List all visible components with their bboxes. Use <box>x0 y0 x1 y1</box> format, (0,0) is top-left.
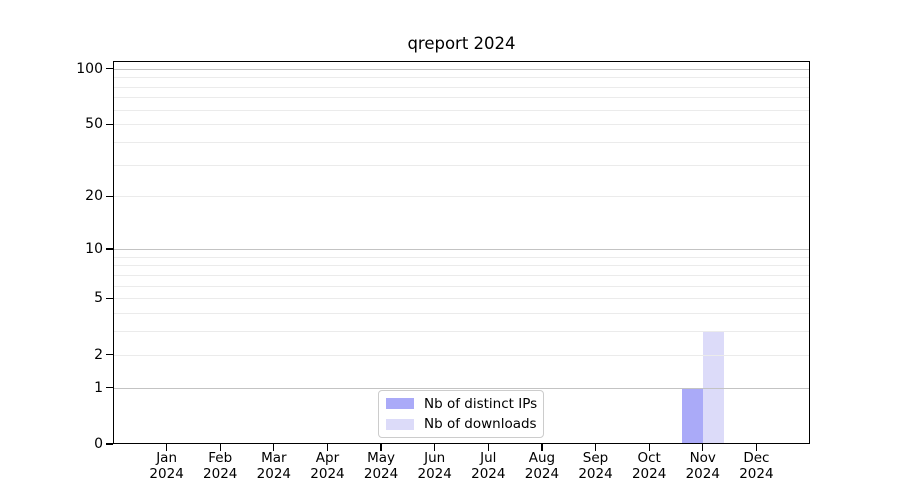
month-label: Feb <box>208 450 233 466</box>
x-tick-label-feb: Feb 2024 <box>190 450 250 482</box>
legend-entry-downloads: Nb of downloads <box>386 416 543 432</box>
year-label: 2024 <box>471 465 506 482</box>
y-tick-label-2: 2 <box>94 346 103 363</box>
x-tick-label-may: May 2024 <box>351 450 411 482</box>
month-label: Jun <box>424 450 446 466</box>
month-label: Aug <box>528 450 556 466</box>
gridline-minor-9 <box>114 256 809 258</box>
year-label: 2024 <box>578 465 613 482</box>
x-tick-label-oct: Oct 2024 <box>619 450 679 482</box>
x-tick-jun <box>434 444 436 451</box>
year-label: 2024 <box>524 465 560 482</box>
y-tick-label-100: 100 <box>76 60 103 77</box>
x-tick-sep <box>594 444 597 451</box>
gridline-minor-4 <box>114 313 809 315</box>
x-tick-oct <box>648 444 650 451</box>
gridline-minor-80 <box>114 86 809 88</box>
x-tick-feb <box>219 444 221 451</box>
y-tick-0 <box>106 443 113 445</box>
y-tick-20 <box>106 195 113 197</box>
year-label: 2024 <box>310 465 345 482</box>
gridline-minor-6 <box>114 285 809 287</box>
y-tick-100 <box>106 68 113 70</box>
x-tick-label-dec: Dec 2024 <box>726 450 786 482</box>
gridline-minor-90 <box>114 77 809 79</box>
y-tick-label-20: 20 <box>85 188 103 205</box>
bar-nov-distinct-ips <box>681 387 703 443</box>
x-tick-jan <box>166 444 168 451</box>
gridline-minor-20 <box>114 196 809 198</box>
x-tick-label-apr: Apr 2024 <box>297 450 357 482</box>
month-label: Jan <box>156 450 178 466</box>
x-tick-label-mar: Mar 2024 <box>244 450 304 482</box>
x-tick-label-sep: Sep 2024 <box>566 450 626 482</box>
x-tick-label-jul: Jul 2024 <box>458 450 518 482</box>
y-tick-label-5: 5 <box>94 290 103 307</box>
legend-entry-distinct-ips: Nb of distinct IPs <box>386 396 543 412</box>
month-label: Sep <box>582 450 609 466</box>
year-label: 2024 <box>739 465 774 482</box>
year-label: 2024 <box>685 465 720 482</box>
y-tick-label-50: 50 <box>85 116 103 133</box>
y-tick-1 <box>106 387 113 389</box>
y-tick-label-10: 10 <box>85 240 103 257</box>
x-tick-label-nov: Nov 2024 <box>673 450 733 482</box>
x-tick-may <box>380 444 382 451</box>
legend-swatch-downloads <box>386 418 414 430</box>
x-tick-label-jan: Jan 2024 <box>137 450 197 482</box>
month-label: Mar <box>261 450 287 466</box>
x-tick-aug <box>541 444 543 451</box>
x-tick-mar <box>273 444 275 451</box>
month-label: Jul <box>480 450 497 466</box>
month-label: Oct <box>637 450 661 466</box>
year-label: 2024 <box>363 465 399 482</box>
y-tick-2 <box>106 354 113 356</box>
gridline-minor-8 <box>114 265 809 267</box>
gridline-minor-7 <box>114 274 809 276</box>
month-label: Nov <box>689 450 716 466</box>
year-label: 2024 <box>256 465 292 482</box>
year-label: 2024 <box>203 465 238 482</box>
gridline-minor-70 <box>114 97 809 99</box>
gridline-major-10 <box>114 248 809 250</box>
gridline-minor-5 <box>114 298 809 300</box>
y-tick-10 <box>106 248 113 250</box>
x-tick-apr <box>326 444 329 451</box>
y-tick-5 <box>106 297 113 299</box>
x-tick-label-aug: Aug 2024 <box>512 450 572 482</box>
y-tick-50 <box>106 123 113 125</box>
legend-label-downloads: Nb of downloads <box>424 416 537 433</box>
gridline-major-1 <box>114 387 809 389</box>
year-label: 2024 <box>417 465 452 482</box>
bar-nov-downloads <box>702 331 724 443</box>
month-label: Apr <box>315 450 340 466</box>
legend-label-distinct-ips: Nb of distinct IPs <box>424 395 538 412</box>
x-tick-label-jun: Jun 2024 <box>405 450 465 482</box>
gridline-minor-40 <box>114 141 809 143</box>
x-tick-dec <box>755 444 757 451</box>
gridline-minor-30 <box>114 164 809 166</box>
x-tick-jul <box>487 444 489 451</box>
year-label: 2024 <box>149 465 184 482</box>
gridline-minor-2 <box>114 354 809 356</box>
year-label: 2024 <box>631 465 667 482</box>
x-tick-nov <box>702 444 704 451</box>
gridline-minor-50 <box>114 124 809 126</box>
chart-title: qreport 2024 <box>407 34 516 53</box>
gridline-major-100 <box>114 68 809 70</box>
month-label: Dec <box>743 450 770 466</box>
y-tick-label-1: 1 <box>94 379 103 396</box>
legend: Nb of distinct IPs Nb of downloads <box>378 390 544 438</box>
gridline-minor-60 <box>114 109 809 111</box>
month-label: May <box>367 450 396 466</box>
y-tick-label-0: 0 <box>94 436 103 452</box>
gridline-minor-3 <box>114 331 809 333</box>
legend-swatch-distinct-ips <box>386 398 414 410</box>
